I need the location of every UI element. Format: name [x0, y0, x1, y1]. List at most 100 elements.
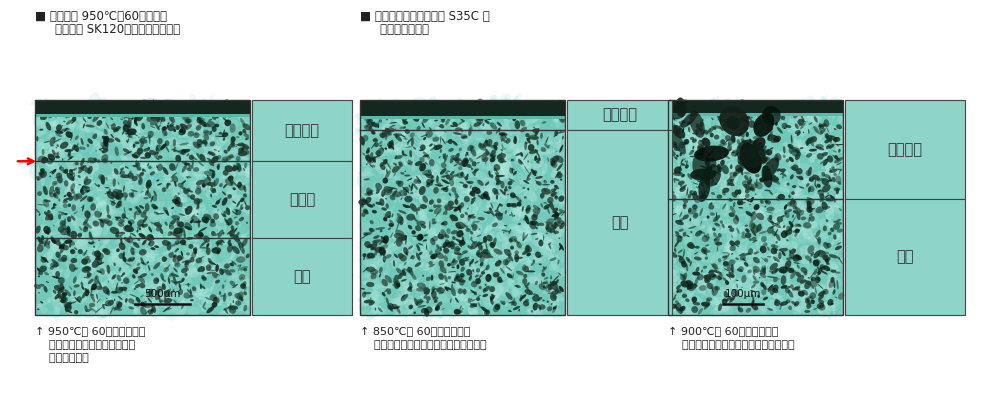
- Ellipse shape: [816, 111, 819, 112]
- Ellipse shape: [539, 238, 552, 254]
- Ellipse shape: [489, 94, 498, 111]
- Ellipse shape: [446, 180, 457, 188]
- Ellipse shape: [82, 286, 84, 290]
- Ellipse shape: [733, 122, 736, 124]
- Ellipse shape: [149, 136, 150, 144]
- Ellipse shape: [518, 199, 521, 205]
- Ellipse shape: [837, 258, 845, 266]
- Ellipse shape: [416, 175, 430, 182]
- Ellipse shape: [817, 190, 824, 196]
- Ellipse shape: [805, 140, 809, 146]
- Ellipse shape: [836, 162, 842, 166]
- Ellipse shape: [232, 182, 245, 184]
- Ellipse shape: [146, 285, 155, 294]
- Ellipse shape: [246, 222, 248, 224]
- Ellipse shape: [680, 275, 686, 281]
- Ellipse shape: [829, 243, 833, 249]
- Ellipse shape: [755, 128, 772, 133]
- Ellipse shape: [806, 302, 811, 309]
- Ellipse shape: [696, 271, 708, 286]
- Ellipse shape: [534, 273, 544, 284]
- Ellipse shape: [717, 164, 721, 172]
- Ellipse shape: [504, 148, 506, 149]
- Ellipse shape: [243, 268, 247, 271]
- Ellipse shape: [493, 213, 500, 216]
- Ellipse shape: [73, 290, 76, 296]
- Ellipse shape: [716, 212, 717, 222]
- Ellipse shape: [188, 165, 194, 169]
- Ellipse shape: [40, 140, 55, 150]
- Ellipse shape: [507, 145, 514, 150]
- Ellipse shape: [235, 300, 241, 306]
- Ellipse shape: [408, 286, 412, 290]
- Ellipse shape: [799, 266, 812, 278]
- Ellipse shape: [243, 193, 247, 198]
- Ellipse shape: [790, 265, 800, 275]
- Ellipse shape: [677, 255, 683, 258]
- Ellipse shape: [745, 213, 750, 221]
- Ellipse shape: [203, 307, 206, 310]
- Ellipse shape: [227, 244, 233, 252]
- Ellipse shape: [413, 312, 416, 314]
- Ellipse shape: [232, 201, 236, 204]
- Ellipse shape: [167, 232, 175, 241]
- Ellipse shape: [198, 264, 206, 271]
- Ellipse shape: [226, 307, 229, 313]
- Ellipse shape: [355, 241, 372, 253]
- Ellipse shape: [508, 178, 515, 182]
- Ellipse shape: [382, 292, 386, 297]
- Ellipse shape: [552, 305, 557, 313]
- Ellipse shape: [408, 225, 412, 229]
- Ellipse shape: [676, 154, 679, 157]
- Ellipse shape: [163, 167, 168, 175]
- Ellipse shape: [46, 228, 51, 234]
- Ellipse shape: [224, 165, 233, 172]
- Ellipse shape: [682, 128, 684, 133]
- Ellipse shape: [494, 209, 499, 212]
- Ellipse shape: [73, 218, 86, 229]
- Ellipse shape: [838, 181, 841, 185]
- Ellipse shape: [55, 128, 60, 132]
- Ellipse shape: [543, 286, 545, 287]
- Ellipse shape: [427, 307, 443, 319]
- Ellipse shape: [151, 310, 157, 319]
- Ellipse shape: [212, 190, 219, 196]
- Ellipse shape: [227, 194, 232, 199]
- Ellipse shape: [385, 149, 390, 156]
- Ellipse shape: [493, 222, 499, 228]
- Ellipse shape: [683, 273, 687, 281]
- Ellipse shape: [700, 121, 703, 127]
- Ellipse shape: [805, 271, 810, 275]
- Ellipse shape: [674, 178, 675, 183]
- Ellipse shape: [187, 141, 192, 147]
- Ellipse shape: [506, 154, 513, 158]
- Ellipse shape: [241, 143, 245, 148]
- Ellipse shape: [81, 145, 84, 151]
- Ellipse shape: [229, 233, 234, 238]
- Ellipse shape: [762, 222, 772, 233]
- Ellipse shape: [730, 245, 736, 251]
- Ellipse shape: [68, 196, 73, 201]
- Ellipse shape: [183, 246, 191, 252]
- Ellipse shape: [139, 155, 151, 166]
- Ellipse shape: [128, 219, 134, 225]
- Ellipse shape: [375, 247, 383, 253]
- Ellipse shape: [89, 298, 102, 310]
- Ellipse shape: [804, 289, 813, 298]
- Ellipse shape: [739, 162, 744, 168]
- Ellipse shape: [386, 203, 389, 209]
- Ellipse shape: [201, 308, 206, 312]
- Ellipse shape: [441, 271, 452, 279]
- Ellipse shape: [736, 124, 744, 132]
- Ellipse shape: [475, 161, 485, 170]
- Ellipse shape: [153, 230, 164, 247]
- Ellipse shape: [492, 167, 509, 179]
- Ellipse shape: [556, 155, 564, 163]
- Ellipse shape: [59, 243, 65, 249]
- Ellipse shape: [547, 306, 552, 311]
- Ellipse shape: [48, 132, 56, 137]
- Ellipse shape: [132, 176, 138, 181]
- Ellipse shape: [107, 265, 110, 274]
- Ellipse shape: [714, 153, 721, 160]
- Ellipse shape: [465, 173, 469, 181]
